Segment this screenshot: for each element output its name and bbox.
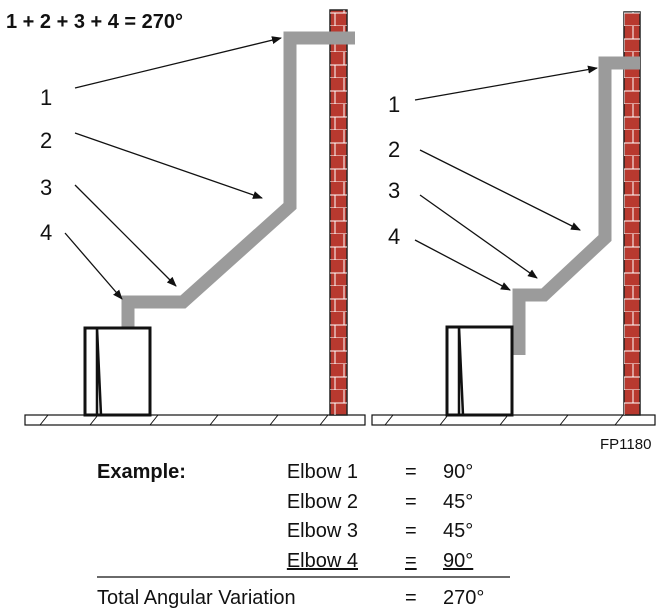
- floor-hatch: [39, 414, 329, 426]
- total-angle: 270°: [443, 587, 484, 609]
- elbow-name: Elbow 1: [287, 461, 358, 483]
- arrow: [74, 36, 282, 89]
- chimney-mortar: [624, 12, 640, 415]
- appliance: [445, 325, 514, 417]
- total-label: Total Angular Variation: [97, 587, 296, 609]
- elbow-name: Elbow 4: [287, 550, 358, 572]
- example-heading: Example:: [97, 461, 186, 483]
- label: 1: [40, 85, 52, 110]
- right-figure: 1 2 3 4 FP1180: [371, 11, 656, 453]
- formula: 1 + 2 + 3 + 4 = 270°: [6, 11, 183, 33]
- vent-pipe: [121, 31, 355, 328]
- label: 4: [388, 224, 400, 249]
- figure-code: FP1180: [600, 436, 651, 453]
- floor-hatch: [384, 414, 624, 426]
- appliance: [83, 326, 152, 417]
- label: 2: [388, 137, 400, 162]
- label: 4: [40, 220, 52, 245]
- angle: 90°: [443, 461, 473, 483]
- label: 3: [388, 178, 400, 203]
- appliance-door: [95, 327, 103, 416]
- left-figure: 1 2 3 4 1 + 2 + 3 + 4 = 270°: [6, 9, 366, 426]
- equals: =: [405, 520, 417, 542]
- label: 2: [40, 128, 52, 153]
- arrow: [414, 65, 598, 101]
- label: 1: [388, 92, 400, 117]
- equals: =: [405, 461, 417, 483]
- angle: 45°: [443, 520, 473, 542]
- elbow-name: Elbow 2: [287, 491, 358, 513]
- angle: 45°: [443, 491, 473, 513]
- arrow: [74, 132, 263, 199]
- arrow: [414, 239, 511, 291]
- arrow: [64, 232, 123, 300]
- floor: [24, 414, 366, 426]
- vent-pipe: [512, 56, 640, 355]
- arrow: [419, 194, 538, 279]
- arrow: [74, 184, 177, 287]
- angle: 90°: [443, 550, 473, 572]
- equals: =: [405, 491, 417, 513]
- equals: =: [405, 550, 417, 572]
- appliance-door: [457, 326, 465, 416]
- arrow: [419, 149, 581, 231]
- elbow-name: Elbow 3: [287, 520, 358, 542]
- equals: =: [405, 587, 417, 609]
- example-table: Example: Elbow 1 = 90° Elbow 2 = 45° Elb…: [97, 461, 510, 609]
- label: 3: [40, 175, 52, 200]
- chimney-mortar: [330, 10, 347, 415]
